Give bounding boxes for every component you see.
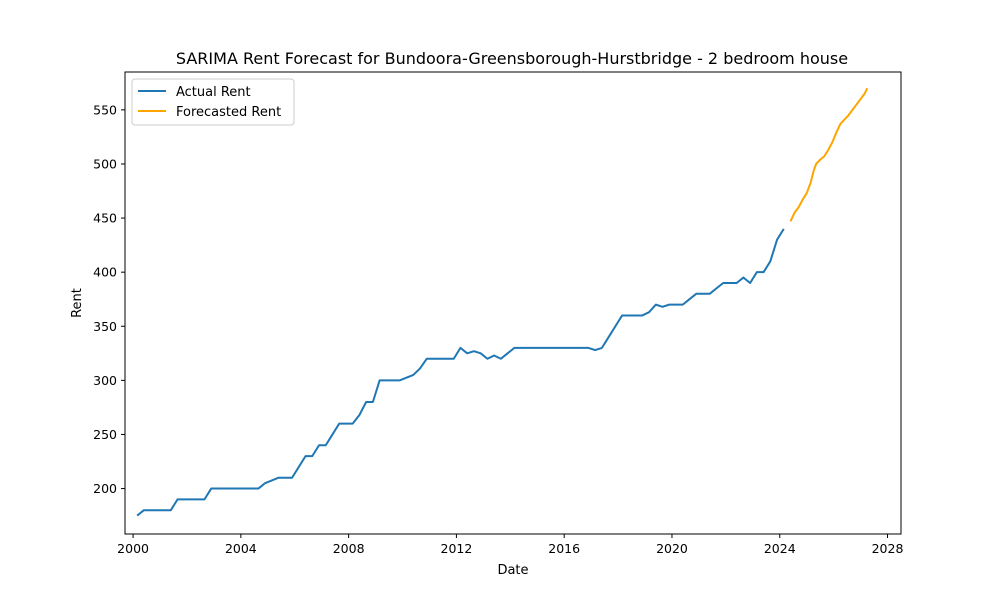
legend-label-actual-rent: Actual Rent xyxy=(176,85,251,100)
x-tick-label: 2012 xyxy=(441,541,473,556)
x-axis-ticks: 2000 2004 2008 2012 2016 2020 2024 2028 xyxy=(117,534,903,556)
legend-box xyxy=(131,78,295,126)
x-tick-label: 2020 xyxy=(656,541,688,556)
x-tick-label: 2028 xyxy=(872,541,904,556)
x-tick-label: 2024 xyxy=(764,541,796,556)
series-line-forecasted-rent xyxy=(789,87,869,222)
x-axis-label: Date xyxy=(497,563,528,578)
y-tick-label: 350 xyxy=(93,319,117,334)
y-tick-label: 450 xyxy=(93,211,117,226)
legend-label-forecasted-rent: Forecasted Rent xyxy=(176,105,281,120)
x-tick-label: 2016 xyxy=(548,541,580,556)
y-tick-label: 500 xyxy=(93,156,117,171)
y-tick-label: 400 xyxy=(93,265,117,280)
y-tick-label: 200 xyxy=(93,481,117,496)
legend: Actual Rent Forecasted Rent xyxy=(131,78,295,126)
x-tick-label: 2008 xyxy=(333,541,365,556)
plot-area xyxy=(136,87,869,517)
x-tick-label: 2004 xyxy=(225,541,257,556)
x-tick-label: 2000 xyxy=(117,541,149,556)
series-line-actual-rent xyxy=(136,228,785,517)
chart-title: SARIMA Rent Forecast for Bundoora-Greens… xyxy=(176,49,848,68)
y-axis-label: Rent xyxy=(70,288,85,318)
y-tick-label: 300 xyxy=(93,373,117,388)
plot-frame xyxy=(124,71,902,535)
y-axis-ticks: 200 250 300 350 400 450 500 550 xyxy=(93,102,125,496)
y-tick-label: 550 xyxy=(93,102,117,117)
y-tick-label: 250 xyxy=(93,427,117,442)
